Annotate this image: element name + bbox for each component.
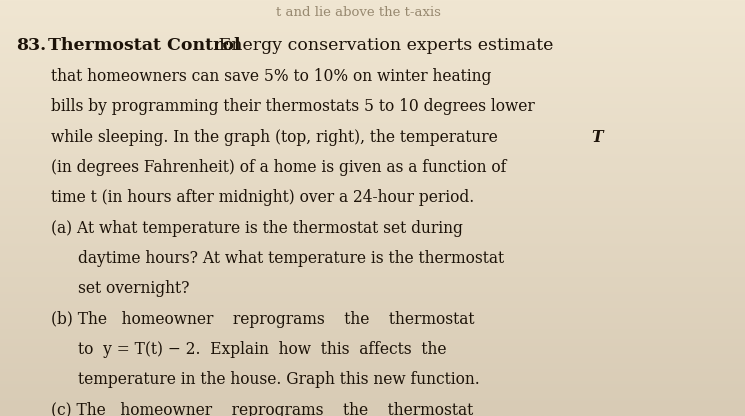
Text: set overnight?: set overnight? [78, 280, 190, 297]
Text: bills by programming their thermostats 5 to 10 degrees lower: bills by programming their thermostats 5… [51, 98, 534, 115]
Text: daytime hours? At what temperature is the thermostat: daytime hours? At what temperature is th… [78, 250, 504, 267]
Text: that homeowners can save 5% to 10% on winter heating: that homeowners can save 5% to 10% on wi… [51, 68, 491, 85]
Text: t and lie above the t-axis: t and lie above the t-axis [276, 6, 440, 19]
Text: to  y = T(t) − 2.  Explain  how  this  affects  the: to y = T(t) − 2. Explain how this affect… [78, 341, 447, 358]
Text: (a) At what temperature is the thermostat set during: (a) At what temperature is the thermosta… [51, 220, 463, 237]
Text: (b) The   homeowner    reprograms    the    thermostat: (b) The homeowner reprograms the thermos… [51, 311, 474, 328]
Text: while sleeping. In the graph (top, right), the temperature: while sleeping. In the graph (top, right… [51, 129, 502, 146]
Text: temperature in the house. Graph this new function.: temperature in the house. Graph this new… [78, 371, 480, 389]
Text: Thermostat Control: Thermostat Control [48, 37, 241, 54]
Text: time t (in hours after midnight) over a 24-hour period.: time t (in hours after midnight) over a … [51, 189, 474, 206]
Text: T: T [592, 129, 603, 146]
Text: 83.: 83. [16, 37, 46, 54]
Text: Energy conservation experts estimate: Energy conservation experts estimate [213, 37, 554, 54]
Text: (c) The   homeowner    reprograms    the    thermostat: (c) The homeowner reprograms the thermos… [51, 402, 473, 416]
Text: (in degrees Fahrenheit) of a home is given as a function of: (in degrees Fahrenheit) of a home is giv… [51, 159, 506, 176]
